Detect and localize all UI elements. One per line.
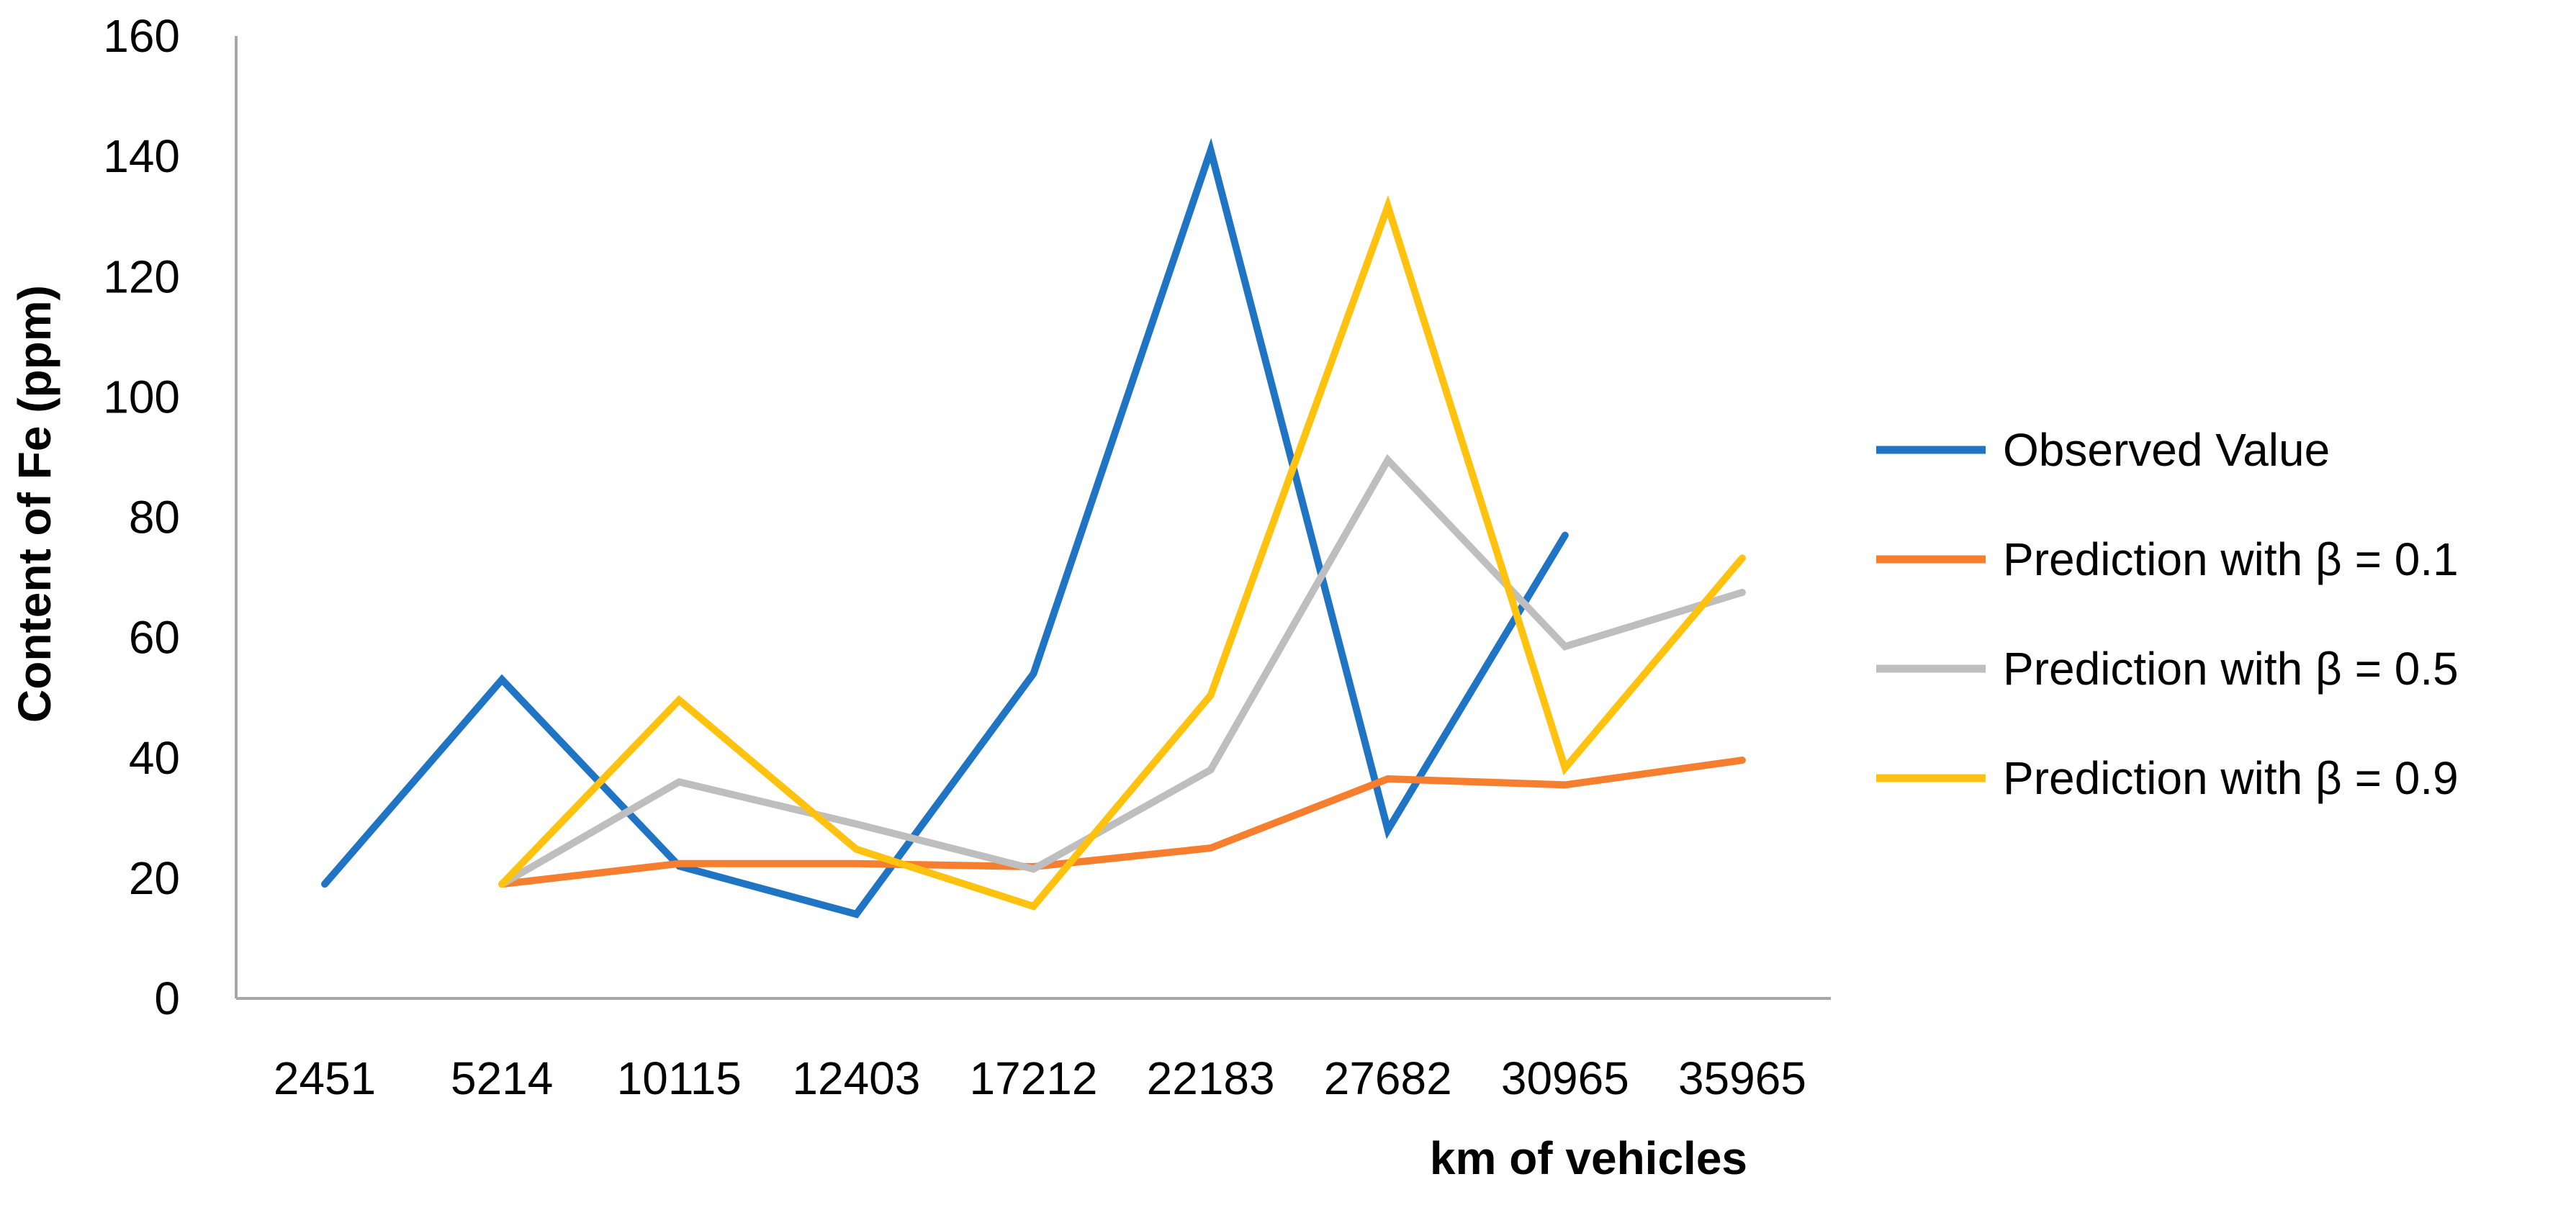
x-tick-label: 17212 bbox=[970, 1052, 1098, 1104]
x-tick-label: 2451 bbox=[274, 1052, 376, 1104]
x-tick-label: 10115 bbox=[617, 1052, 742, 1104]
series-line bbox=[321, 137, 1569, 919]
legend-label: Prediction with β = 0.1 bbox=[2003, 533, 2459, 585]
x-tick-label: 5214 bbox=[451, 1052, 553, 1104]
x-tick-label: 27682 bbox=[1324, 1052, 1452, 1104]
series-line bbox=[498, 757, 1746, 888]
y-tick-label: 100 bbox=[103, 371, 180, 423]
legend: Observed Value Prediction with β = 0.1 Pre… bbox=[1876, 424, 2459, 804]
y-axis-title: Content of Fe (ppm) bbox=[9, 285, 60, 723]
y-tick-label: 80 bbox=[129, 492, 180, 543]
y-tick-label: 140 bbox=[103, 130, 180, 182]
x-axis-ticks: 2451 5214 10115 12403 17212 22183 27682 30965 35… bbox=[274, 1052, 1806, 1104]
y-tick-label: 0 bbox=[154, 972, 180, 1024]
x-tick-label: 35965 bbox=[1678, 1052, 1806, 1104]
y-tick-label: 40 bbox=[129, 732, 180, 784]
y-tick-label: 60 bbox=[129, 612, 180, 664]
axes bbox=[235, 36, 1831, 1000]
x-axis-title: km of vehicles bbox=[1430, 1132, 1747, 1184]
series-line bbox=[498, 194, 1746, 911]
legend-label: Observed Value bbox=[2003, 424, 2330, 476]
series-line bbox=[498, 453, 1746, 888]
y-tick-label: 160 bbox=[103, 10, 180, 62]
x-tick-label: 12403 bbox=[792, 1052, 920, 1104]
series-lines bbox=[321, 137, 1746, 919]
legend-label: Prediction with β = 0.5 bbox=[2003, 643, 2459, 695]
legend-label: Prediction with β = 0.9 bbox=[2003, 752, 2459, 804]
x-tick-label: 30965 bbox=[1501, 1052, 1629, 1104]
y-axis-ticks: 0 20 40 60 80 100 120 140 160 bbox=[103, 10, 180, 1024]
y-tick-label: 120 bbox=[103, 251, 180, 302]
x-tick-label: 22183 bbox=[1147, 1052, 1275, 1104]
y-tick-label: 20 bbox=[129, 852, 180, 904]
